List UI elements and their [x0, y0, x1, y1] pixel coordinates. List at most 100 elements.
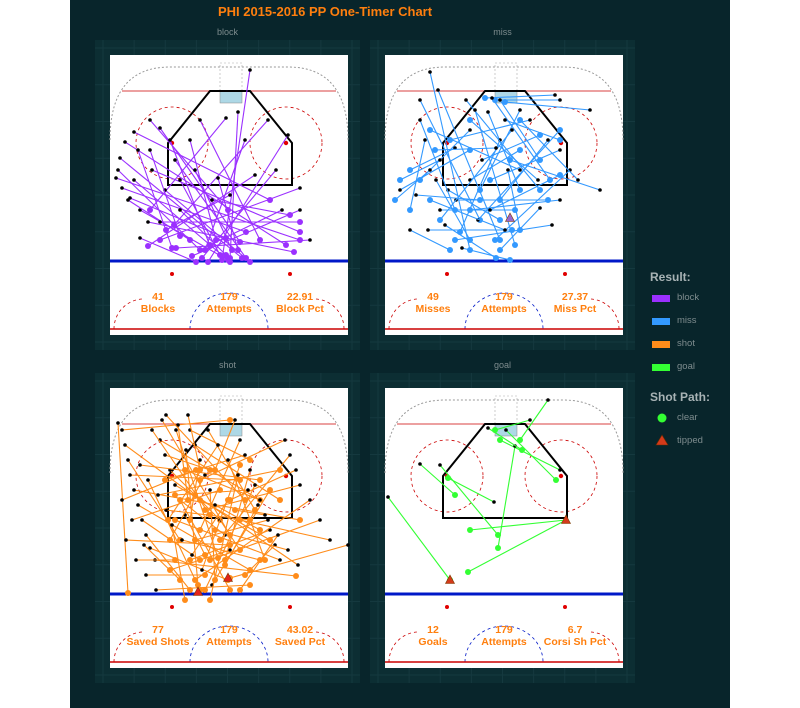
- pass-origin-point: [208, 488, 212, 492]
- pass-origin-point: [426, 228, 430, 232]
- stat-label: Miss Pct: [553, 303, 597, 315]
- home-plate-area: [442, 423, 568, 519]
- faceoff-circle-left: [135, 106, 209, 180]
- shot-point: [507, 257, 513, 263]
- stat-value: 41: [152, 291, 164, 303]
- shot-path-line: [194, 519, 269, 541]
- shot-point: [519, 447, 525, 453]
- stat-label: Misses: [415, 303, 451, 315]
- pass-origin-point: [120, 186, 124, 190]
- shot-point: [187, 237, 193, 243]
- legend-swatch-shot: [652, 341, 670, 348]
- facet-label-shot: shot: [218, 360, 236, 370]
- shot-point: [293, 573, 299, 579]
- shot-point: [553, 477, 559, 483]
- pass-origin-point: [490, 96, 494, 100]
- shot-path-line: [487, 427, 523, 451]
- shot-point: [267, 487, 273, 493]
- shot-path-line: [491, 97, 551, 181]
- pass-origin-point: [576, 178, 580, 182]
- shot-point: [277, 467, 283, 473]
- pass-origin-point: [126, 458, 130, 462]
- pass-origin-point: [436, 88, 440, 92]
- pass-origin-point: [286, 548, 290, 552]
- pass-origin-point: [443, 223, 447, 227]
- chart-title: PHI 2015-2016 PP One-Timer Chart: [217, 4, 433, 19]
- pass-origin-point: [146, 478, 150, 482]
- shot-point: [207, 557, 213, 563]
- shot-point: [397, 177, 403, 183]
- home-plate-area: [167, 90, 293, 186]
- legend-label-miss: miss: [677, 315, 697, 326]
- shot-path-line: [121, 469, 197, 501]
- shot-path-line: [207, 134, 289, 263]
- shot-path-line: [234, 509, 266, 516]
- stat-label: Attempts: [481, 303, 527, 315]
- shot-point: [262, 557, 268, 563]
- shot-path-line: [429, 199, 506, 231]
- pass-origin-point: [176, 423, 180, 427]
- pass-origin-point: [248, 68, 252, 72]
- pass-origin-point: [116, 168, 120, 172]
- shot-path-line: [479, 109, 521, 191]
- shot-point: [427, 127, 433, 133]
- legend-swatch-miss: [652, 318, 670, 325]
- pass-origin-point: [280, 208, 284, 212]
- shot-path-line: [204, 484, 301, 511]
- shot-path-line: [185, 449, 199, 586]
- shot-point: [557, 172, 563, 178]
- pass-origin-point: [538, 206, 542, 210]
- shot-point: [192, 537, 198, 543]
- pass-origin-point: [550, 223, 554, 227]
- pass-origin-point: [173, 483, 177, 487]
- shot-path-line: [165, 414, 246, 501]
- shot-point: [467, 527, 473, 533]
- shot-path-line: [164, 454, 246, 481]
- pass-origin-point: [228, 193, 232, 197]
- shot-path-line: [459, 139, 501, 233]
- pass-origin-point: [184, 448, 188, 452]
- shot-path-line: [179, 499, 231, 591]
- shot-path-line: [139, 209, 229, 261]
- panel-shot: [95, 373, 360, 683]
- pass-origin-point: [236, 110, 240, 114]
- pass-origin-point: [123, 443, 127, 447]
- shot-path-line: [179, 209, 227, 256]
- shot-path-line: [133, 489, 301, 521]
- tipped-marker: [561, 514, 571, 524]
- shot-point: [497, 437, 503, 443]
- legend-swatch-block: [652, 295, 670, 302]
- pass-origin-point: [216, 443, 220, 447]
- pass-origin-point: [130, 518, 134, 522]
- pass-origin-point: [428, 168, 432, 172]
- shot-path-line: [214, 419, 236, 471]
- pass-origin-point: [438, 463, 442, 467]
- pass-origin-point: [154, 588, 158, 592]
- pass-origin-point: [398, 188, 402, 192]
- shot-point: [147, 207, 153, 213]
- shot-path-line: [494, 169, 571, 241]
- shot-path-line: [504, 119, 561, 141]
- pass-origin-point: [248, 468, 252, 472]
- pass-origin-point: [296, 563, 300, 567]
- shot-point: [247, 582, 253, 588]
- shot-point: [497, 197, 503, 203]
- pass-origin-point: [144, 573, 148, 577]
- shot-path-line: [447, 189, 501, 221]
- legend-label-shot: shot: [677, 338, 695, 349]
- stat-label: Blocks: [140, 303, 176, 315]
- shot-path-line: [477, 129, 561, 221]
- pass-origin-point: [148, 148, 152, 152]
- shot-point: [195, 582, 201, 588]
- neutral-dot: [563, 272, 567, 276]
- tipped-marker: [445, 574, 455, 584]
- shot-point: [202, 247, 208, 253]
- pass-origin-point: [503, 118, 507, 122]
- shot-point: [482, 95, 488, 101]
- shot-path-line: [474, 109, 516, 246]
- shot-point: [257, 477, 263, 483]
- pass-origin-point: [528, 418, 532, 422]
- shot-point: [177, 577, 183, 583]
- pass-origin-point: [138, 236, 142, 240]
- neutral-dot: [288, 605, 292, 609]
